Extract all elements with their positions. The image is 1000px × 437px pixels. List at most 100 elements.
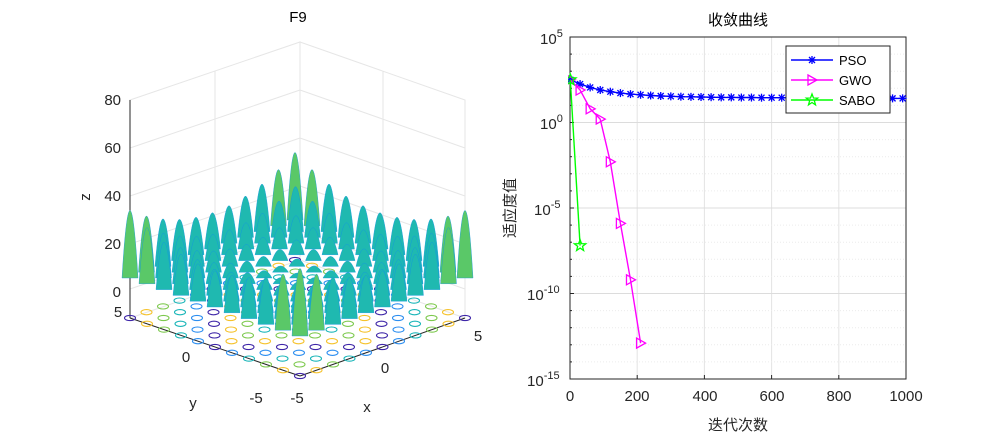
marker-asterisk xyxy=(777,93,786,102)
marker-asterisk xyxy=(646,91,655,100)
contour-ring xyxy=(174,332,188,339)
marker-triangle xyxy=(585,102,597,115)
series-line-sabo xyxy=(569,79,581,246)
contour-ring xyxy=(140,320,154,327)
surface-peak xyxy=(288,239,305,255)
surface-peak xyxy=(341,277,358,319)
contour-ring xyxy=(458,314,472,322)
x-tick-label: 0 xyxy=(381,360,389,377)
convergence-title: 收敛曲线 xyxy=(708,11,768,29)
marker-asterisk xyxy=(686,92,695,101)
marker-asterisk xyxy=(898,94,907,103)
surface-peak xyxy=(287,215,305,244)
convergence-x-ticks: 0 200 400 600 800 1000 xyxy=(566,388,923,405)
marker-asterisk xyxy=(606,87,615,96)
x-tick-label: 400 xyxy=(692,388,717,405)
surface-z-ticks: 80 60 40 20 0 xyxy=(104,92,121,301)
contour-ring xyxy=(391,314,405,322)
marker-asterisk xyxy=(626,90,635,99)
surface-peak xyxy=(407,254,424,296)
marker-asterisk xyxy=(808,56,816,64)
surface-peak xyxy=(257,276,275,325)
contour-ring xyxy=(309,343,322,351)
y-tick-label: 0 xyxy=(182,349,190,366)
surface-peak xyxy=(121,210,139,279)
contour-ring xyxy=(224,314,237,322)
surface-peak xyxy=(270,201,288,238)
surface-peak xyxy=(271,227,288,250)
surface-peak xyxy=(221,229,238,255)
contour-ring xyxy=(174,320,187,327)
surface-peak xyxy=(255,256,272,267)
convergence-y-label: 适应度值 xyxy=(501,178,519,238)
x-tick-label: 5 xyxy=(474,328,482,345)
contour-ring xyxy=(258,338,272,345)
marker-pentagram xyxy=(804,92,820,107)
surface-peak xyxy=(254,213,271,244)
surface-peak xyxy=(291,268,309,337)
surface-peak xyxy=(288,258,306,267)
contour-ring xyxy=(442,320,455,327)
x-tick-label: 600 xyxy=(759,388,784,405)
surface-peak xyxy=(390,263,408,302)
z-tick-label: 40 xyxy=(104,188,121,205)
marker-asterisk xyxy=(888,94,897,103)
surface-peak xyxy=(440,227,457,284)
legend-label-pso: PSO xyxy=(839,53,866,68)
contour-ring xyxy=(173,309,187,316)
surface-peak xyxy=(206,270,224,308)
surface-peak xyxy=(354,205,372,244)
marker-pentagram xyxy=(572,237,588,253)
contour-ring xyxy=(259,361,273,368)
convergence-x-label: 迭代次数 xyxy=(708,416,768,434)
surface-peak xyxy=(240,277,258,319)
contour-ring xyxy=(275,343,289,351)
contour-ring xyxy=(392,326,405,333)
contour-ring xyxy=(358,314,371,322)
contour-ring xyxy=(208,343,222,351)
marker-triangle xyxy=(625,273,637,286)
surface-peak xyxy=(338,244,356,261)
contour-ring xyxy=(341,320,355,327)
convergence-y-ticks: 105 100 10-5 10-10 10-15 xyxy=(527,28,563,390)
contour-ring xyxy=(425,314,438,322)
surface-peak xyxy=(338,222,355,250)
surface-peak xyxy=(374,270,391,308)
surface-peak xyxy=(356,262,373,279)
contour-ring xyxy=(374,309,388,316)
x-tick-label: -5 xyxy=(290,390,303,407)
contour-ring xyxy=(242,355,256,362)
contour-ring xyxy=(342,343,356,351)
surface-peak xyxy=(305,265,323,273)
contour-ring xyxy=(310,367,323,374)
contour-ring xyxy=(293,361,306,368)
convergence-grid xyxy=(569,36,907,380)
y-tick-label: 105 xyxy=(540,28,563,48)
surface-peak xyxy=(221,248,239,267)
marker-asterisk xyxy=(767,93,776,102)
marker-asterisk xyxy=(747,93,756,102)
contour-ring xyxy=(225,349,239,356)
contour-ring xyxy=(293,372,307,380)
y-tick-label: 10-5 xyxy=(534,199,560,219)
surface-peak xyxy=(339,260,356,273)
contour-ring xyxy=(375,320,388,327)
surface-peak xyxy=(337,196,355,238)
surface-peak xyxy=(238,244,255,261)
surface-peak xyxy=(423,241,441,290)
marker-asterisk xyxy=(656,91,665,100)
surface-peak xyxy=(255,270,273,279)
surface-peak xyxy=(237,222,255,250)
surface-peak xyxy=(304,201,321,238)
surface-peak xyxy=(322,256,339,267)
contour-ring xyxy=(409,332,422,339)
x-tick-label: 1000 xyxy=(889,388,922,405)
surface-peak xyxy=(321,237,339,255)
surface-peak xyxy=(155,241,173,290)
marker-asterisk xyxy=(727,93,736,102)
marker-pentagram xyxy=(568,71,578,87)
y-tick-label: -5 xyxy=(249,390,262,407)
surface-peak xyxy=(189,263,207,302)
surface-chart: 80 60 40 20 0 5 0 -5 -5 0 5 F9 z y x xyxy=(77,9,482,416)
marker-asterisk xyxy=(616,89,625,98)
